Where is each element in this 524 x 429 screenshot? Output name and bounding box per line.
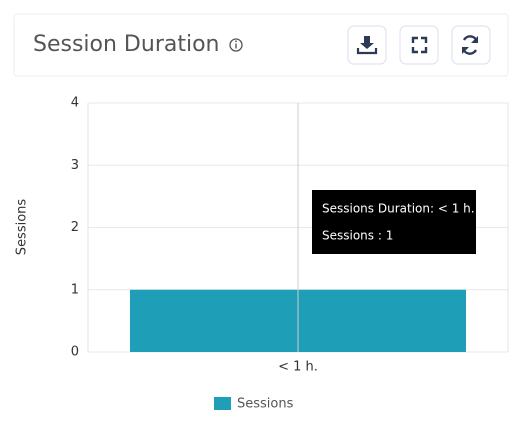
y-tick-label: 2: [71, 220, 79, 235]
y-tick-label: 0: [71, 345, 79, 360]
y-tick-label: 4: [71, 96, 79, 111]
info-icon[interactable]: [229, 38, 243, 52]
tooltip: Sessions Duration: < 1 h. Sessions : 1: [312, 190, 476, 254]
chart-title: Session Duration: [33, 32, 219, 57]
legend-swatch: [214, 397, 231, 410]
tooltip-box: [312, 190, 476, 254]
y-tick-label: 1: [71, 282, 79, 297]
fullscreen-button[interactable]: [399, 25, 439, 65]
tooltip-line: Sessions : 1: [322, 229, 393, 243]
refresh-button[interactable]: [451, 25, 491, 65]
download-button[interactable]: [347, 25, 387, 65]
y-axis-label: Sessions: [15, 199, 30, 256]
legend-label: Sessions: [237, 397, 294, 412]
tooltip-title: Sessions Duration: < 1 h.: [322, 202, 475, 216]
y-tick-label: 3: [71, 158, 79, 173]
x-tick-label: < 1 h.: [278, 360, 318, 375]
